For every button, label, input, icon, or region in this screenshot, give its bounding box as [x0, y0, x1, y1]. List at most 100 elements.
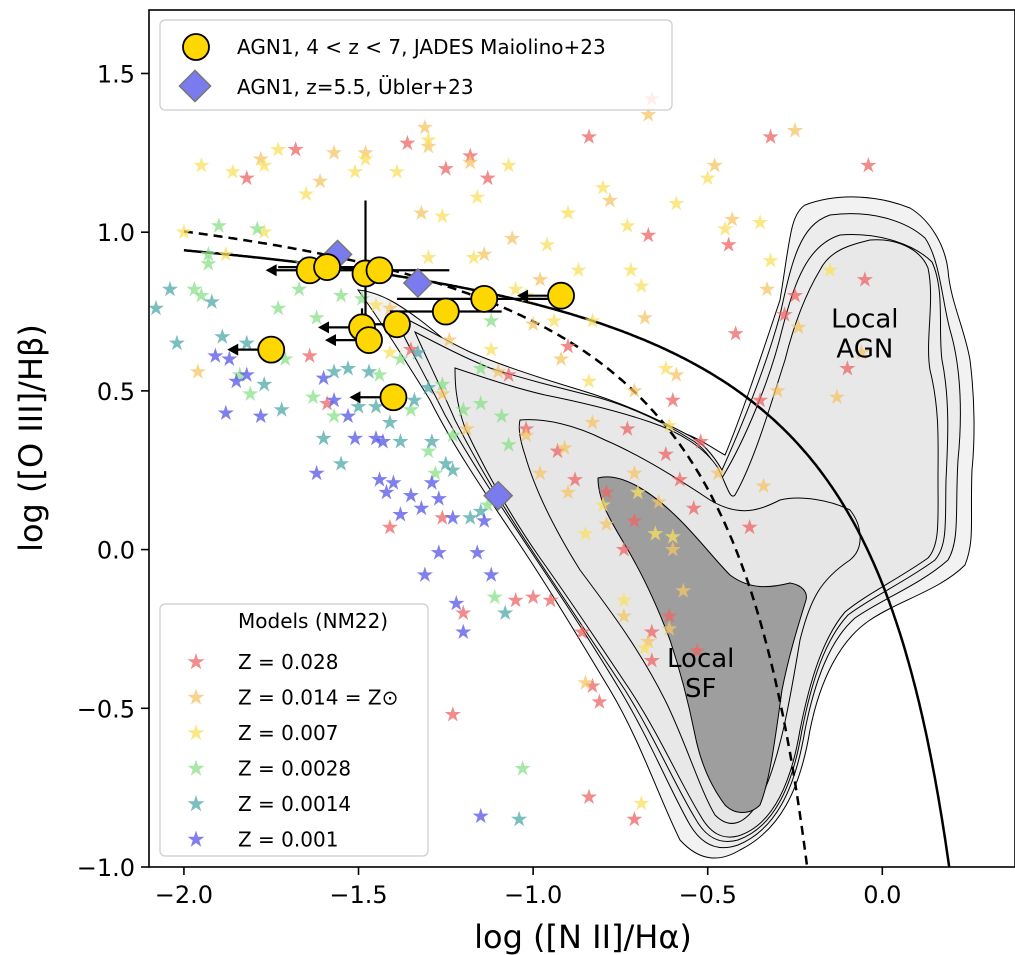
jades-agn-marker [431, 297, 460, 326]
model-star [483, 312, 500, 328]
legend-model-label: Z = 0.014 = Z⊙ [238, 686, 398, 710]
model-star [636, 309, 653, 325]
model-star [207, 347, 224, 363]
legend-model-rows: Z = 0.028 Z = 0.014 = Z⊙ Z = 0.007 Z = 0.00… [187, 650, 398, 852]
model-star [570, 261, 587, 278]
model-star [601, 191, 619, 208]
model-star [214, 328, 231, 344]
legend-model-label: Z = 0.0028 [238, 757, 351, 781]
model-star [357, 150, 374, 167]
jades-agn-marker [547, 281, 575, 310]
model-star [591, 693, 608, 709]
model-star [392, 506, 409, 522]
y-tick-label: 0.0 [97, 537, 135, 565]
upper-limit-arrow-head [265, 264, 277, 277]
model-star [413, 204, 430, 221]
model-star [308, 309, 325, 325]
model-star [315, 430, 332, 446]
model-star [210, 217, 227, 233]
model-star [371, 471, 388, 487]
model-star [626, 810, 643, 827]
region-label-line: SF [685, 674, 716, 704]
model-star [479, 169, 496, 186]
model-star [483, 341, 500, 357]
model-star [472, 807, 489, 824]
kauffmann-curve [183, 230, 809, 867]
model-star [430, 544, 447, 560]
model-star [706, 157, 723, 173]
model-star [538, 236, 556, 252]
ubler-agn-marker [402, 267, 433, 299]
model-star [298, 185, 315, 201]
model-star [633, 277, 650, 294]
model-star [416, 118, 433, 135]
model-star [699, 169, 716, 186]
model-star [525, 588, 542, 605]
model-star [273, 401, 290, 417]
model-star [640, 226, 657, 243]
contour-level-6 [597, 476, 807, 813]
legend-agn-box [159, 19, 673, 111]
model-star [786, 122, 804, 138]
model-star [385, 474, 402, 490]
legend-ubler-marker [178, 69, 212, 103]
x-tick-label: −1.5 [329, 881, 387, 909]
model-star [416, 566, 433, 582]
model-star [339, 360, 357, 376]
model-star [287, 141, 304, 157]
agn-jades-points [257, 253, 575, 412]
upper-limit-arrow-head [517, 289, 529, 302]
model-star [626, 382, 643, 398]
x-axis-ticks: −2.0 −1.5 −1.0 −0.5 0.0 [155, 867, 901, 909]
model-star [346, 430, 364, 446]
model-star [325, 144, 343, 160]
region-label-line: Local [831, 304, 898, 334]
legend-jades-marker [182, 33, 210, 61]
upper-limit-arrow-head [324, 334, 336, 347]
model-star [580, 128, 598, 144]
model-star [168, 334, 186, 351]
model-star [500, 157, 517, 173]
model-star [448, 595, 465, 611]
model-star [388, 163, 406, 179]
model-star [758, 280, 776, 297]
model-star [752, 214, 769, 230]
model-star [619, 217, 636, 233]
region-label-line: Local [667, 644, 734, 674]
legend-agn: AGN1, 4 < z < 7, JADES Maiolino+23 AGN1,… [159, 19, 673, 111]
model-star [465, 249, 482, 265]
model-star [444, 706, 461, 722]
model-star [476, 245, 493, 262]
model-star [224, 163, 241, 179]
model-star [315, 369, 332, 386]
model-star [860, 157, 877, 173]
legend-model-label: Z = 0.001 [238, 828, 338, 852]
model-star [242, 385, 259, 401]
model-star [420, 249, 437, 265]
model-star [511, 810, 528, 827]
model-star [720, 236, 737, 252]
y-axis-label: log ([O III]/Hβ) [12, 324, 50, 552]
model-star [668, 366, 685, 382]
model-star [469, 544, 486, 560]
model-star [545, 312, 563, 328]
legend-models-title: Models (NM22) [238, 609, 388, 633]
model-star [455, 623, 472, 639]
model-star [580, 788, 598, 805]
plot-frame [148, 9, 1015, 868]
y-tick-label: 0.5 [97, 378, 135, 406]
model-star [664, 391, 681, 408]
model-star [427, 464, 444, 481]
model-star [580, 372, 598, 389]
region-label: Local AGN [831, 304, 898, 364]
model-star [312, 172, 329, 189]
model-star [762, 128, 779, 144]
model-star [301, 347, 318, 363]
y-tick-label: −0.5 [77, 695, 135, 723]
model-star [469, 188, 486, 205]
model-star [325, 407, 343, 424]
jades-agn-marker [383, 310, 411, 339]
model-star [430, 490, 447, 506]
model-star [305, 388, 322, 405]
model-star [332, 455, 350, 471]
